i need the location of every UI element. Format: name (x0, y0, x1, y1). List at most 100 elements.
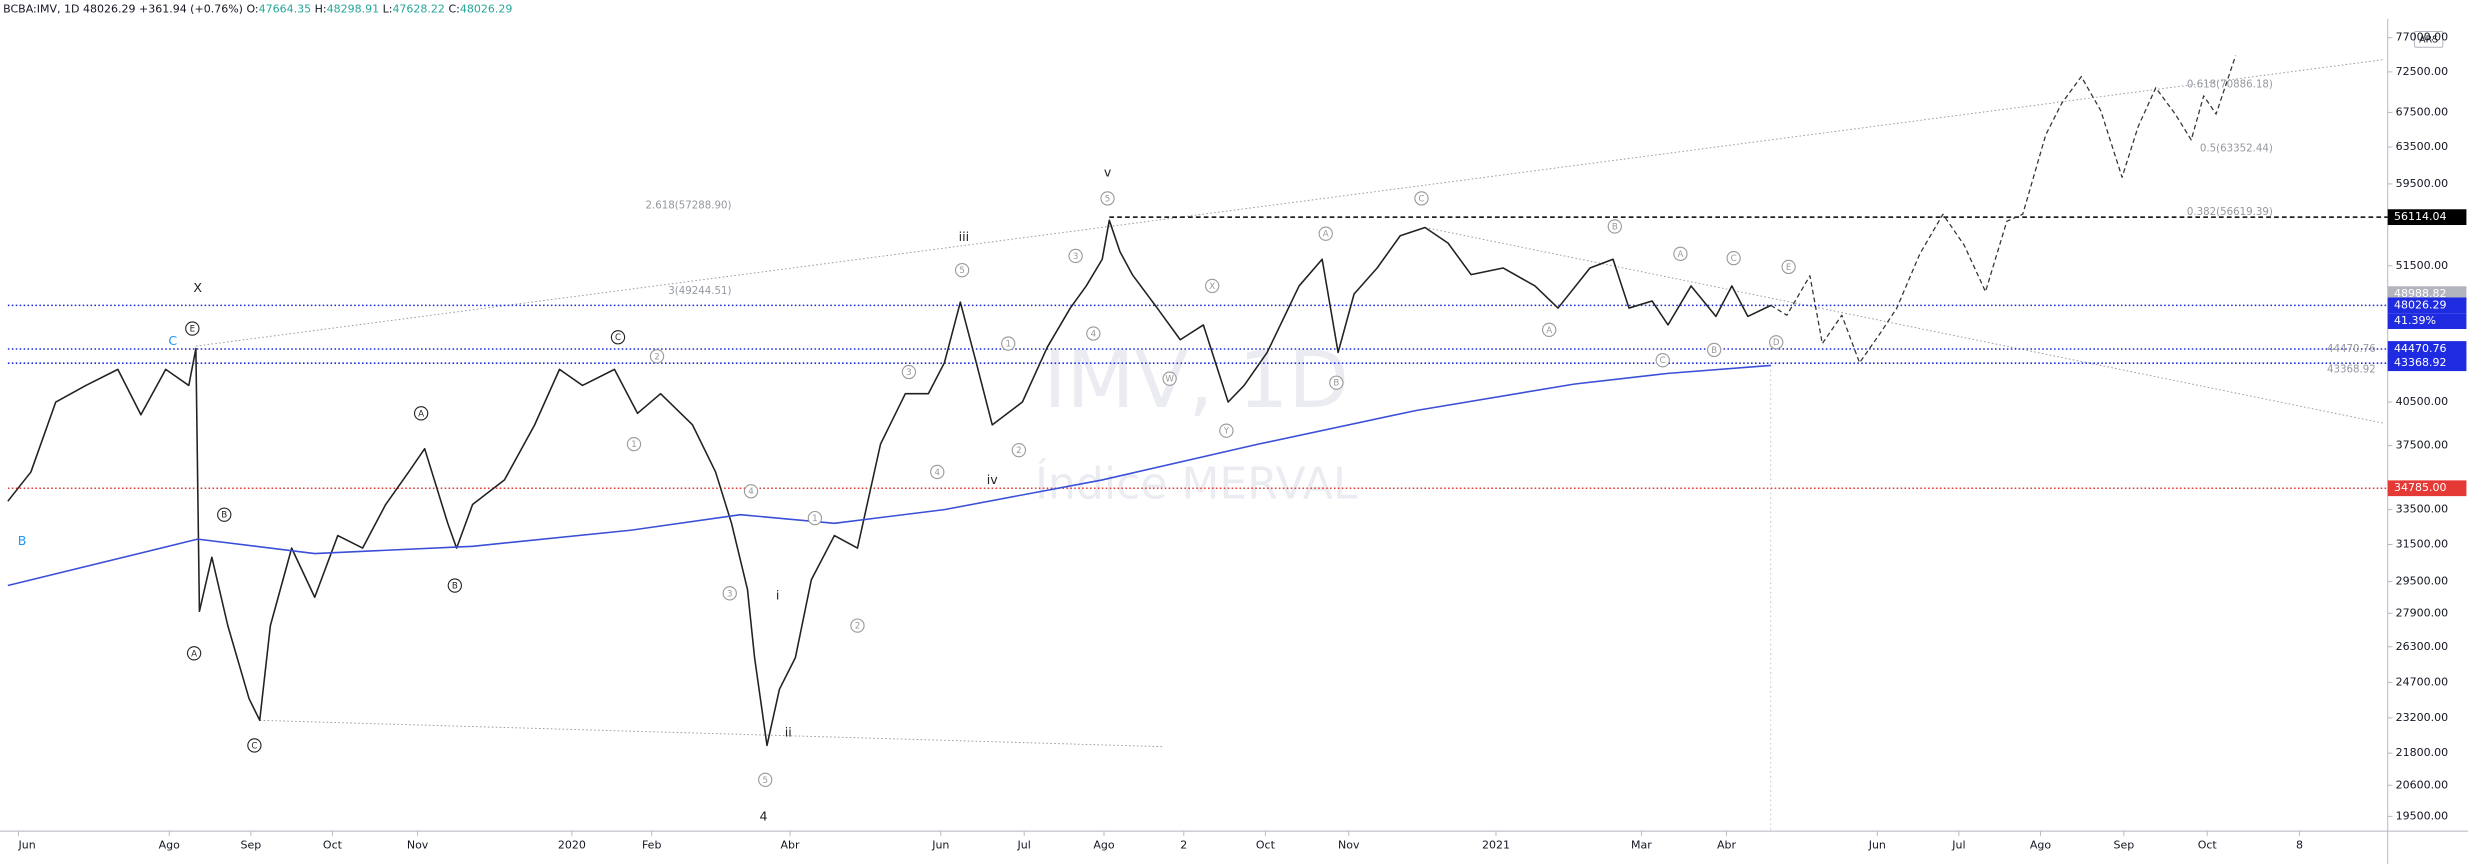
wave-circle (1318, 226, 1333, 241)
price-label-box (2387, 209, 2467, 226)
x-tick-label: Mar (1631, 838, 1652, 851)
wave-label: A (418, 409, 424, 419)
fib-label: 43368.92 (2327, 364, 2376, 375)
fib-label: 3(49244.51) (668, 286, 731, 297)
wave-circle (901, 364, 917, 380)
wave-label: 3 (906, 368, 912, 378)
last: 48026.29 (83, 2, 135, 15)
wave-label: 1 (812, 514, 818, 524)
wave-label: 5 (1105, 194, 1111, 204)
wave-label: B (452, 582, 458, 592)
wave-circle (1607, 219, 1622, 234)
x-tick-label: Nov (407, 838, 429, 851)
y-tick-label: 63500.00 (2396, 140, 2449, 153)
x-tick-label: Ago (2030, 838, 2052, 851)
y-tick-label: 77000.00 (2396, 31, 2449, 44)
price-label: 48026.29 (2394, 298, 2447, 311)
wave-label: 4 (748, 487, 754, 497)
wave-label: 3 (1073, 252, 1079, 262)
wave-label: A (1323, 230, 1329, 240)
wave-label: C (1418, 194, 1424, 204)
wave-label: D (1773, 338, 1780, 348)
wave-circle (1769, 335, 1784, 350)
y-tick-label: 67500.00 (2396, 105, 2449, 118)
wave-circle (807, 510, 823, 526)
x-tick-label: Oct (1256, 838, 1276, 851)
x-tick-label: Feb (642, 838, 661, 851)
wave-circle (1673, 246, 1688, 261)
wave-circle (1414, 191, 1429, 206)
watermark-title: IMV, 1D (1043, 334, 1349, 426)
wave-label: B (18, 533, 27, 548)
price-line (1770, 55, 2237, 364)
wave-circle (626, 436, 642, 452)
ohlc-value: 47664.35 (259, 2, 312, 15)
fib-label: 0.382(56619.39) (2187, 207, 2273, 218)
y-tick-label: 40500.00 (2396, 395, 2449, 408)
x-tick-label: Jul (1017, 838, 1031, 851)
y-tick-label: 37500.00 (2396, 439, 2449, 452)
wave-circle (1726, 250, 1741, 266)
wave-label: A (1677, 250, 1683, 260)
y-tick-label: 59500.00 (2396, 177, 2449, 190)
wave-circle (649, 349, 665, 364)
ohlc-value: 48298.91 (327, 2, 380, 15)
wave-circle (758, 772, 773, 787)
currency-box (2414, 31, 2444, 48)
wave-label: 4 (1091, 329, 1097, 339)
y-tick-label: 24700.00 (2396, 675, 2449, 688)
wave-circle (447, 578, 462, 593)
ohlc-label: C: (448, 2, 459, 15)
wave-circle (743, 484, 759, 499)
wave-label: C (1660, 356, 1666, 366)
wave-circle (722, 586, 737, 601)
change: +361.94 (+0.76%) (139, 2, 243, 15)
y-tick-label: 31500.00 (2396, 537, 2449, 550)
y-tick-label: 33500.00 (2396, 503, 2449, 516)
x-tick-label: Oct (323, 838, 343, 851)
x-tick-label: Jul (1951, 838, 1965, 851)
wave-circle (1542, 322, 1557, 337)
price-label-box (2387, 297, 2467, 314)
wave-label: 1 (1005, 340, 1011, 350)
wave-label: A (1546, 326, 1552, 336)
fib-label: 0.618(70886.18) (2187, 80, 2273, 91)
price-line (7, 364, 1771, 587)
x-tick-label: Jun (1868, 838, 1886, 851)
x-tick-label: Oct (2198, 838, 2218, 851)
wave-label: Y (1223, 427, 1230, 437)
symbol: BCBA:IMV, 1D (3, 2, 79, 15)
wave-label: v (1104, 165, 1112, 180)
y-tick-label: 20600.00 (2396, 778, 2449, 791)
price-label: 48988.82 (2394, 287, 2447, 300)
wave-circle (247, 738, 262, 753)
wave-circle (1205, 278, 1220, 294)
price-line (7, 219, 1772, 747)
wave-label: X (193, 280, 202, 295)
ohlc-label: O: (246, 2, 258, 15)
y-tick-label: 29500.00 (2396, 575, 2449, 588)
y-tick-label: 21800.00 (2396, 746, 2449, 759)
y-tick-label: 51500.00 (2396, 259, 2449, 272)
x-tick-label: 2 (1180, 838, 1187, 851)
wave-circle (930, 464, 945, 480)
wave-circle (1001, 336, 1016, 351)
wave-circle (1068, 248, 1083, 264)
wave-label: E (190, 325, 195, 335)
wave-label: A (191, 649, 197, 659)
ohlc-label: H: (315, 2, 327, 15)
wave-circle (1329, 375, 1344, 390)
x-tick-label: 8 (2296, 838, 2303, 851)
wave-label: 2 (855, 622, 861, 632)
wave-label: B (1612, 222, 1618, 232)
x-tick-label: Sep (2113, 838, 2134, 851)
wave-circle (850, 618, 865, 633)
price-label-box (2387, 480, 2467, 497)
y-tick-label: 72500.00 (2396, 65, 2449, 78)
wave-label: 2 (654, 352, 660, 362)
wave-label: 4 (935, 468, 941, 478)
price-label: 56114.04 (2394, 210, 2447, 223)
wave-circle (1162, 371, 1177, 386)
